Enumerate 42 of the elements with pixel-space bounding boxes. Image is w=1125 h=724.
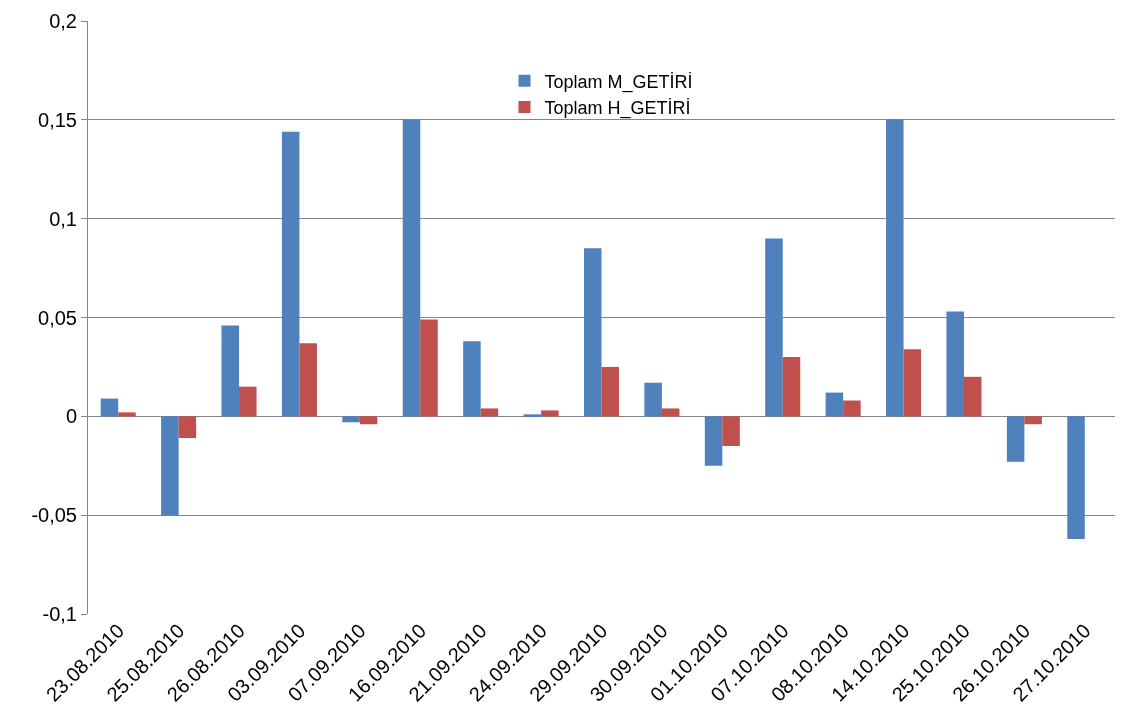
bar xyxy=(221,325,240,417)
bar xyxy=(661,408,680,417)
bar xyxy=(583,248,602,417)
bar xyxy=(178,416,197,439)
bar xyxy=(1067,416,1085,539)
legend-label: Toplam M_GETİRİ xyxy=(544,71,693,93)
bar xyxy=(480,408,499,417)
bar xyxy=(782,357,801,417)
bar xyxy=(161,416,179,516)
bar xyxy=(118,412,136,417)
bar xyxy=(100,398,119,417)
bar xyxy=(299,343,317,417)
y-tick-label: 0 xyxy=(65,405,77,428)
y-tick-label: 0,2 xyxy=(49,10,77,32)
bar xyxy=(963,376,982,417)
bar xyxy=(765,238,783,417)
bar xyxy=(825,392,844,417)
y-tick-label: -0,1 xyxy=(42,603,77,625)
bar xyxy=(903,349,922,417)
bar xyxy=(342,416,360,423)
bar xyxy=(281,131,300,417)
bar xyxy=(359,416,378,425)
bar xyxy=(886,119,904,417)
y-tick-label: 0,15 xyxy=(38,108,77,131)
bar xyxy=(843,400,861,417)
bar xyxy=(523,414,542,417)
bar xyxy=(722,416,740,446)
bar xyxy=(239,386,257,417)
bar xyxy=(601,366,620,417)
bar xyxy=(1006,416,1025,462)
bar xyxy=(1024,416,1042,425)
bar xyxy=(463,341,481,417)
legend-label: Toplam H_GETİRİ xyxy=(544,98,691,120)
bar xyxy=(644,382,662,417)
y-tick-label: 0,1 xyxy=(49,207,77,230)
bar xyxy=(946,311,964,417)
bar xyxy=(704,416,723,466)
y-tick-label: -0,05 xyxy=(31,504,77,527)
bar xyxy=(541,410,559,417)
bar xyxy=(402,119,421,417)
bar xyxy=(420,319,438,417)
y-tick-label: 0,05 xyxy=(38,306,77,329)
